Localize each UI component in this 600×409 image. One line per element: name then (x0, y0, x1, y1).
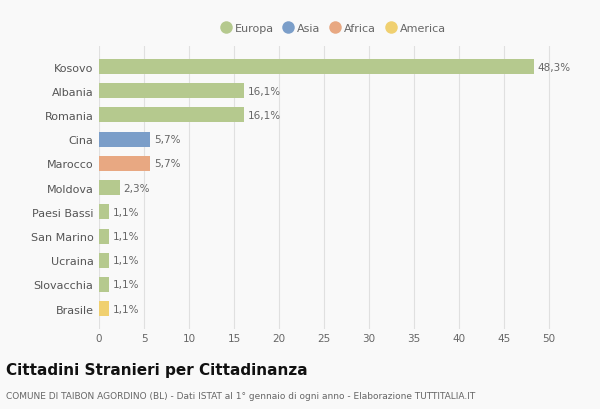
Text: 5,7%: 5,7% (154, 135, 181, 145)
Text: 1,1%: 1,1% (113, 256, 139, 265)
Bar (99, 301, 109, 317)
Bar (99, 108, 244, 123)
Text: 48,3%: 48,3% (538, 62, 571, 72)
Bar (99, 253, 109, 268)
Bar (99, 84, 244, 99)
Bar (99, 157, 151, 171)
Text: Cittadini Stranieri per Cittadinanza: Cittadini Stranieri per Cittadinanza (6, 362, 308, 377)
Legend: Europa, Asia, Africa, America: Europa, Asia, Africa, America (216, 19, 450, 38)
Text: 1,1%: 1,1% (113, 280, 139, 290)
Text: 1,1%: 1,1% (113, 207, 139, 217)
Bar (99, 277, 109, 292)
Text: 1,1%: 1,1% (113, 304, 139, 314)
Text: 2,3%: 2,3% (124, 183, 150, 193)
Text: 16,1%: 16,1% (248, 111, 281, 121)
Text: 5,7%: 5,7% (154, 159, 181, 169)
Bar (99, 229, 109, 244)
Bar (99, 181, 120, 196)
Bar (99, 133, 151, 147)
Bar (99, 60, 534, 75)
Text: 1,1%: 1,1% (113, 231, 139, 241)
Bar (99, 205, 109, 220)
Text: 16,1%: 16,1% (248, 87, 281, 97)
Text: COMUNE DI TAIBON AGORDINO (BL) - Dati ISTAT al 1° gennaio di ogni anno - Elabora: COMUNE DI TAIBON AGORDINO (BL) - Dati IS… (6, 391, 475, 400)
